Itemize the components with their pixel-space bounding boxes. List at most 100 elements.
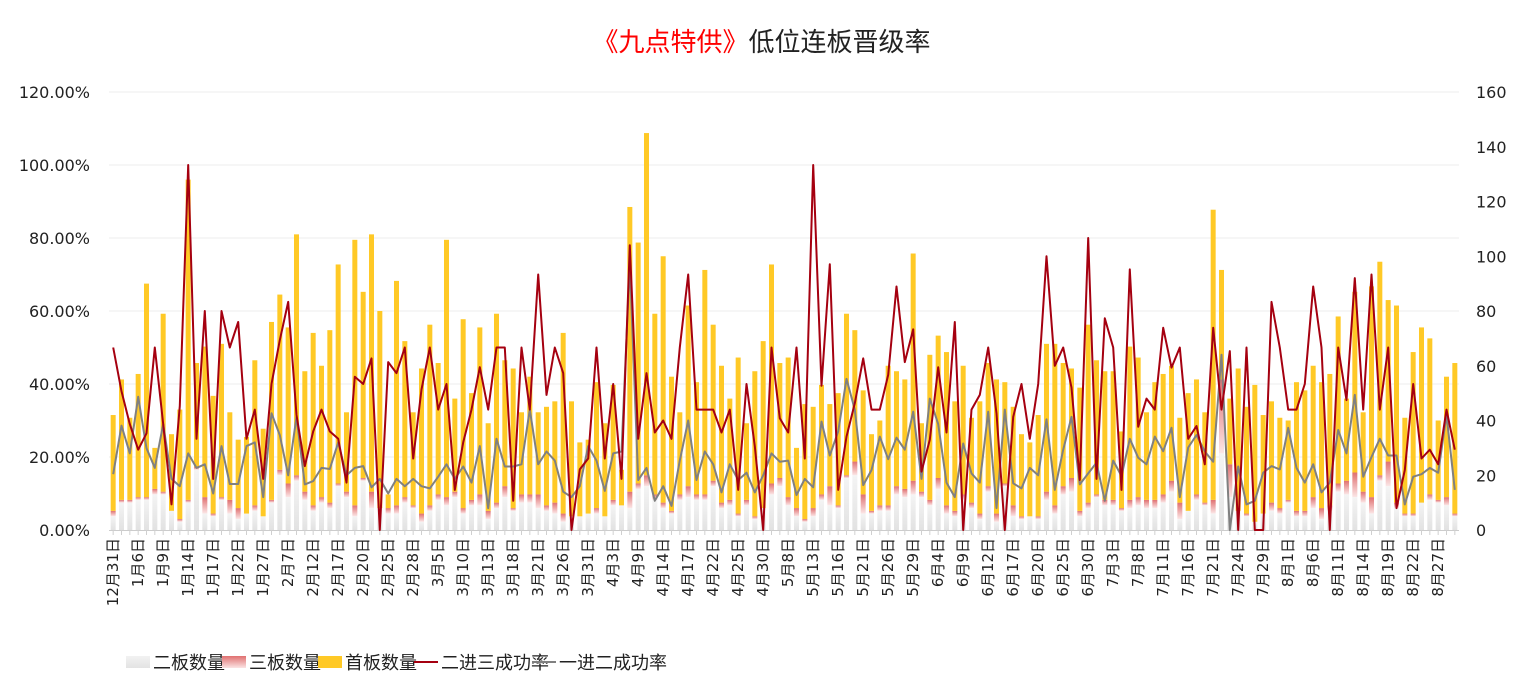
bar-two-board [702,499,708,530]
bar-two-board [269,502,274,530]
bar-three-board [127,499,133,503]
bar-two-board [1310,508,1316,530]
right-axis-tick-label: 160 [1476,83,1507,102]
bar-three-board [427,505,433,511]
bar-two-board [319,502,324,530]
bar-two-board [910,494,916,530]
x-axis-tick-label: 8月27日 [1429,538,1447,597]
bar-three-board [752,516,758,520]
bar-three-board [1294,510,1299,517]
bar-three-board [785,497,791,506]
bar-three-board [802,519,808,522]
bar-two-board [152,494,158,530]
bar-first-board [1260,415,1266,514]
bar-first-board [627,206,633,492]
chart-title-highlight: 《九点特供》 [592,28,749,58]
x-axis-tick-label: 7月24日 [1229,538,1247,597]
x-axis-tick-label: 1月6日 [129,538,147,587]
x-axis-tick-label: 5月29日 [904,538,922,597]
bar-three-board [744,499,749,506]
bar-first-board [1060,363,1066,487]
bar-three-board [1202,502,1208,506]
bar-first-board [302,371,308,492]
bar-two-board [1352,497,1358,530]
bar-two-board [1077,516,1083,530]
bar-three-board [1177,502,1183,520]
bar-two-board [177,521,183,530]
bar-two-board [1044,499,1049,530]
bar-three-board [1352,472,1358,498]
bar-two-board [110,516,116,530]
x-axis-tick-label: 2月17日 [329,538,347,597]
bar-two-board [1394,508,1399,530]
bar-two-board [502,497,508,530]
legend-three-board: 三板数量 [222,650,321,674]
legend-line-2to3 [414,661,438,663]
left-axis-tick-label: 40.00% [29,375,90,394]
bar-two-board [927,505,933,530]
bar-three-board [869,510,874,514]
right-axis-tick-label: 20 [1476,466,1496,485]
bar-two-board [1019,519,1024,530]
legend-line-1to2 [532,661,556,663]
bar-two-board [1010,516,1016,530]
left-axis-tick-label: 0.00% [39,521,90,540]
x-axis-tick-label: 8月19日 [1379,538,1397,597]
bar-first-board [719,365,724,503]
bar-two-board [802,521,808,530]
bar-three-board [694,494,699,500]
x-axis-tick-label: 2月12日 [304,538,322,597]
bar-three-board [385,508,391,514]
x-axis-tick-label: 1月22日 [229,538,247,597]
bar-first-board [669,376,674,511]
bar-first-board [1210,209,1216,500]
bar-three-board [1127,499,1133,509]
bar-two-board [535,508,541,530]
x-axis-tick-label: 5月13日 [804,538,822,597]
bar-first-board [1094,360,1099,495]
bar-three-board [519,494,524,503]
bar-three-board [885,505,891,511]
bar-three-board [594,508,599,514]
legend-swatch-two-board [126,656,150,668]
bar-three-board [177,519,183,522]
bar-three-board [1069,477,1074,492]
bar-first-board [527,376,533,495]
bar-three-board [919,491,924,498]
bar-three-board [1319,508,1324,520]
bar-three-board [1019,516,1024,520]
bar-two-board [335,486,341,530]
bar-first-board [1335,316,1341,484]
bar-two-board [710,486,716,530]
bar-three-board [1385,461,1391,487]
bar-two-board [627,508,633,530]
bar-three-board [1152,499,1158,509]
bar-first-board [985,363,991,487]
bar-first-board [1019,434,1024,517]
bar-two-board [969,508,974,530]
bar-three-board [835,505,841,509]
bar-first-board [602,423,608,517]
x-axis-tick-label: 2月7日 [279,538,297,587]
bar-three-board [502,486,508,498]
x-axis-tick-label: 1月14日 [179,538,197,597]
bar-two-board [302,499,308,530]
left-axis-tick-label: 80.00% [29,229,90,248]
bar-two-board [1185,510,1191,530]
bar-three-board [1344,480,1349,495]
bar-first-board [552,401,558,503]
bar-three-board [1244,513,1249,517]
bar-two-board [985,491,991,530]
bar-first-board [969,417,974,503]
bar-two-board [660,508,666,530]
bar-two-board [385,513,391,530]
bar-three-board [460,508,466,514]
x-axis-tick-label: 6月12日 [979,538,997,597]
left-axis-tick-label: 60.00% [29,302,90,321]
bar-two-board [577,516,583,530]
bar-first-board [460,319,466,509]
bar-three-board [285,483,291,498]
legend-1to2-rate: 一进二成功率 [532,650,667,674]
x-axis-tick-label: 7月3日 [1104,538,1122,587]
bar-two-board [1202,505,1208,530]
